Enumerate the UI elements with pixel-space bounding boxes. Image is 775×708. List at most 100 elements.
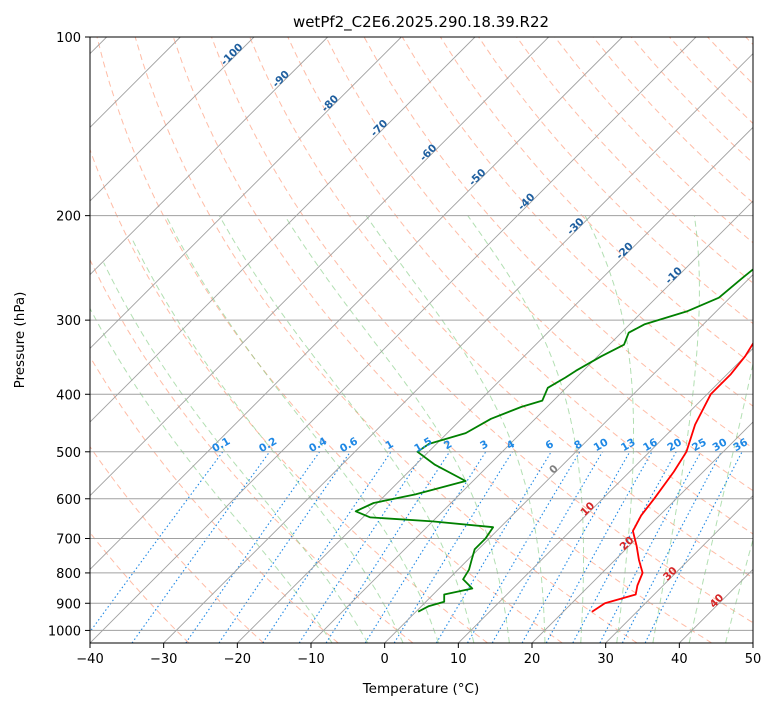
x-tick-label: 0	[381, 652, 389, 667]
y-tick-label: 600	[56, 493, 81, 508]
moist-adiabat	[90, 307, 333, 643]
y-tick-label: 900	[56, 597, 81, 612]
isotherm-line	[384, 274, 753, 643]
dry-adiabat	[554, 37, 753, 244]
isotherm-label: -100	[219, 41, 246, 68]
isotherm-label: -20	[614, 240, 636, 262]
dry-adiabat	[287, 37, 753, 535]
x-tick-label: 30	[597, 652, 614, 667]
dewpoint-profile-line	[354, 268, 753, 613]
mixing-ratio-line	[435, 451, 552, 643]
mixing-ratio-label: 6	[544, 438, 556, 452]
isotherm-label: -60	[418, 142, 440, 164]
moist-adiabat	[132, 239, 404, 643]
chart-title: wetPf2_C2E6.2025.290.18.39.R22	[293, 13, 549, 32]
isotherm-line	[90, 37, 255, 202]
y-tick-label: 400	[56, 388, 81, 403]
dry-adiabat	[172, 37, 712, 643]
y-tick-label: 300	[56, 314, 81, 329]
isotherm-label: -80	[319, 93, 341, 115]
moist-adiabat	[284, 215, 510, 643]
dry-adiabat	[90, 445, 264, 643]
x-tick-label: −20	[224, 652, 251, 667]
isotherm-label: -30	[565, 216, 587, 238]
isotherm-line	[90, 37, 328, 276]
dry-adiabat	[669, 37, 753, 125]
dry-adiabat	[211, 37, 753, 624]
y-tick-label: 800	[56, 567, 81, 582]
mixing-ratio-line	[521, 451, 631, 643]
dry-adiabat	[249, 37, 753, 579]
isotherm-label: -10	[663, 265, 685, 287]
isotherm-line	[163, 53, 753, 643]
isotherm-line	[458, 347, 753, 643]
dry-adiabat	[90, 148, 488, 643]
isotherm-line	[90, 37, 697, 643]
y-tick-label: 100	[56, 31, 81, 46]
moist-adiabat	[365, 215, 546, 643]
y-tick-label: 700	[56, 533, 81, 548]
temperature-profile-line	[591, 341, 753, 613]
y-axis-label: Pressure (hPa)	[12, 292, 28, 389]
isotherm-line	[90, 37, 402, 349]
dry-adiabat	[516, 37, 753, 284]
isotherm-label: -90	[270, 68, 292, 90]
x-tick-label: −10	[297, 652, 324, 667]
x-axis-label: Temperature (°C)	[362, 681, 480, 697]
moist-adiabat	[165, 215, 439, 643]
moist-adiabat	[584, 215, 634, 643]
mixing-ratio-line	[572, 451, 677, 643]
dry-adiabat	[90, 531, 190, 643]
y-tick-label: 500	[56, 446, 81, 461]
isotherm-line	[90, 37, 549, 497]
dry-adiabat	[96, 37, 563, 643]
moist-adiabat	[218, 215, 475, 643]
isotherm-label: -70	[368, 117, 390, 139]
moist-adiabat-label: 0	[547, 463, 561, 477]
x-tick-label: 10	[450, 652, 467, 667]
mixing-ratio-label: 2	[442, 438, 454, 452]
mixing-ratio-line	[90, 451, 224, 633]
mixing-ratio-line	[262, 451, 392, 643]
moist-adiabat	[688, 361, 753, 643]
dry-adiabat	[592, 37, 753, 204]
isotherm-line	[90, 37, 623, 570]
plot-frame	[89, 36, 754, 644]
y-tick-label: 1000	[48, 624, 81, 639]
mixing-ratio-line	[644, 451, 743, 643]
mixing-ratio-line	[545, 451, 653, 643]
mixing-ratio-line	[185, 451, 321, 643]
moist-adiabat-label: 10	[578, 500, 597, 519]
dry-adiabat	[439, 37, 753, 366]
y-tick-label: 200	[56, 210, 81, 225]
isotherm-line	[605, 495, 753, 643]
isotherm-line	[310, 200, 753, 643]
isotherm-label: -40	[516, 191, 538, 213]
moist-adiabat-label: 40	[708, 592, 727, 611]
x-tick-label: 50	[745, 652, 762, 667]
mixing-ratio-line	[218, 451, 351, 643]
moist-adiabat	[725, 538, 753, 643]
isotherm-line	[752, 642, 753, 643]
moist-adiabat	[467, 215, 584, 643]
x-tick-label: −40	[76, 652, 103, 667]
dry-adiabat	[325, 37, 753, 492]
isotherm-line	[237, 126, 753, 643]
x-tick-label: −30	[150, 652, 177, 667]
isotherm-line	[90, 37, 476, 423]
isotherm-label: -50	[467, 167, 489, 189]
mixing-ratio-line	[325, 451, 451, 643]
x-tick-label: 20	[524, 652, 541, 667]
x-tick-label: 40	[671, 652, 688, 667]
mixing-ratio-line	[298, 451, 426, 643]
dry-adiabat	[90, 258, 414, 643]
isotherm-line	[531, 421, 753, 643]
dry-adiabat	[707, 37, 753, 85]
isotherm-line	[679, 568, 753, 643]
dry-adiabat	[134, 37, 638, 643]
dry-adiabat	[90, 355, 339, 643]
mixing-ratio-label: 3	[478, 438, 490, 452]
moist-adiabat	[652, 215, 700, 643]
mixing-ratio-line	[599, 451, 702, 643]
